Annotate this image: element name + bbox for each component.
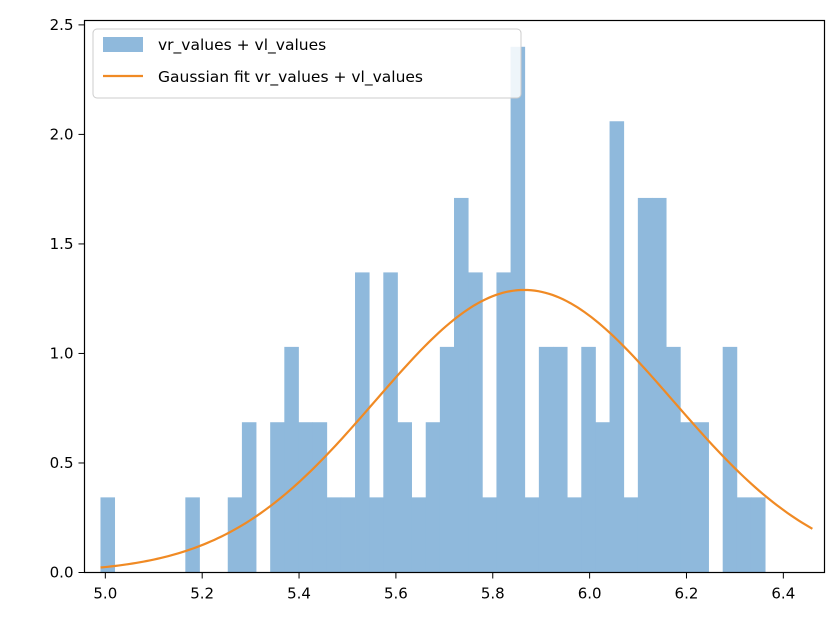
histogram-bar — [425, 422, 441, 573]
histogram-bar — [637, 197, 653, 573]
histogram-bar — [538, 346, 554, 573]
histogram-bar — [722, 346, 738, 573]
gaussian-fit-line — [100, 288, 813, 569]
histogram-bar — [567, 497, 582, 573]
y-tick-label: 2.0 — [50, 125, 74, 143]
x-tick-label: 5.4 — [287, 585, 311, 603]
histogram-bar — [100, 497, 116, 573]
y-tick-label: 1.0 — [50, 344, 74, 362]
histogram-bar — [623, 497, 639, 573]
histogram-bar — [411, 497, 427, 573]
legend: vr_values + vl_values Gaussian fit vr_va… — [92, 28, 522, 99]
histogram-bar — [468, 272, 483, 573]
histogram-bar — [270, 422, 285, 573]
histogram-bar — [736, 497, 752, 573]
y-axis: 0.0 0.5 1.0 1.5 2.0 2.5 — [50, 16, 85, 582]
x-tick-label: 5.6 — [384, 585, 408, 603]
y-tick-label: 0.5 — [50, 454, 74, 472]
x-tick-label: 5.8 — [481, 585, 505, 603]
x-tick-label: 5.0 — [93, 585, 117, 603]
histogram-bars — [100, 46, 766, 573]
histogram-bar — [666, 346, 681, 573]
legend-box — [92, 28, 522, 99]
legend-label-gaussian-fit: Gaussian fit vr_values + vl_values — [158, 68, 423, 87]
histogram-bar — [510, 46, 526, 573]
x-tick-label: 5.2 — [190, 585, 214, 603]
y-tick-label: 1.5 — [50, 235, 74, 253]
histogram-bar — [185, 497, 200, 573]
histogram-bar — [383, 272, 398, 573]
x-tick-label: 6.0 — [578, 585, 602, 603]
histogram-bar — [397, 422, 412, 573]
x-tick-label: 6.2 — [675, 585, 699, 603]
legend-swatch-histogram — [103, 37, 143, 52]
y-tick-label: 0.0 — [50, 564, 74, 582]
histogram-bar — [581, 346, 596, 573]
histogram-bar — [241, 422, 257, 573]
histogram-bar — [680, 422, 695, 573]
x-axis: 5.0 5.2 5.4 5.6 5.8 6.0 6.2 6.4 — [93, 572, 795, 603]
histogram-bar — [609, 121, 625, 573]
histogram-bar — [298, 422, 313, 573]
histogram-bar — [694, 422, 709, 573]
histogram-bar — [355, 272, 370, 573]
histogram-bar — [750, 497, 766, 573]
histogram-bar — [340, 497, 356, 573]
histogram-bar — [439, 346, 455, 573]
x-tick-label: 6.4 — [771, 585, 795, 603]
histogram-bar — [482, 497, 497, 573]
histogram-bar — [595, 422, 610, 573]
histogram-bar — [326, 497, 342, 573]
histogram-bar — [227, 497, 243, 573]
histogram-bar — [454, 197, 469, 573]
histogram-bar — [524, 497, 540, 573]
histogram-bar — [369, 497, 384, 573]
histogram-bar — [553, 346, 568, 573]
plot-frame — [83, 19, 826, 574]
histogram-bar — [312, 422, 328, 573]
histogram-bar — [496, 272, 511, 573]
y-tick-label: 2.5 — [50, 16, 74, 34]
legend-label-histogram: vr_values + vl_values — [158, 36, 326, 55]
histogram-bar — [284, 346, 299, 573]
